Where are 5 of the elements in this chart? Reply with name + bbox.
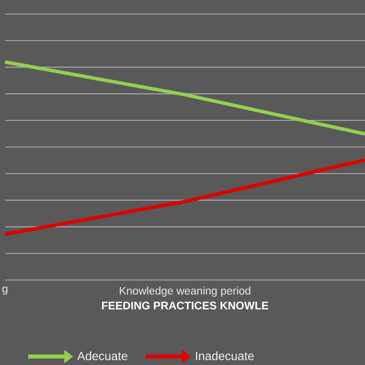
x-tick-label: g	[2, 286, 8, 295]
x-axis-title: FEEDING PRACTICES KNOWLE	[102, 302, 268, 310]
legend-label: Inadecuate	[196, 351, 254, 360]
legend-label: Adecuate	[77, 351, 128, 360]
x-tick-label: Knowledge weaning period	[120, 286, 250, 297]
